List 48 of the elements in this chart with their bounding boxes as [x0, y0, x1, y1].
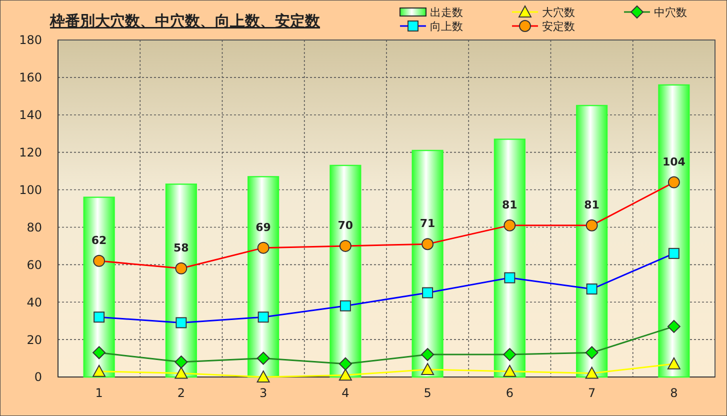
bar: [494, 138, 526, 378]
x-tick-label: 1: [95, 386, 103, 400]
x-tick-label: 8: [670, 386, 678, 400]
chart-title: 枠番別大穴数、中穴数、向上数、安定数: [49, 12, 321, 30]
x-tick-label: 4: [342, 386, 350, 400]
bar: [165, 184, 197, 378]
bar: [330, 164, 362, 378]
point: [92, 364, 106, 377]
data-label: 104: [662, 155, 686, 168]
bar: [248, 176, 280, 378]
point: [421, 363, 434, 376]
bar: [576, 104, 608, 378]
data-label: 81: [502, 198, 518, 212]
data-label: 58: [174, 241, 189, 254]
y-tick-label: 100: [19, 182, 42, 197]
bar: [412, 150, 444, 378]
point: [503, 364, 516, 377]
legend-label: 中穴数: [654, 6, 687, 19]
y-tick-label: 160: [19, 70, 42, 85]
point: [585, 366, 598, 379]
x-tick-label: 7: [588, 386, 596, 400]
x-tick-label: 6: [506, 386, 514, 400]
y-tick-label: 60: [26, 258, 42, 272]
y-tick-label: 40: [26, 295, 42, 310]
y-tick-label: 180: [19, 33, 42, 48]
data-label: 70: [338, 218, 354, 232]
point: [667, 357, 680, 370]
y-tick-label: 80: [26, 220, 42, 234]
legend-label: 向上数: [430, 20, 463, 33]
y-tick-label: 140: [19, 108, 42, 122]
legend-label: 大穴数: [542, 6, 575, 19]
legend-label: 安定数: [542, 20, 575, 33]
x-tick-label: 3: [259, 386, 268, 400]
bar: [658, 84, 690, 378]
x-tick-label: 5: [424, 386, 432, 400]
y-tick-label: 20: [26, 332, 42, 347]
point: [174, 366, 188, 379]
data-label: 69: [256, 220, 271, 234]
point: [256, 370, 270, 382]
x-tick-label: 2: [177, 386, 186, 400]
data-label: 71: [420, 217, 436, 230]
y-tick-label: 120: [19, 146, 42, 160]
bar: [83, 196, 115, 378]
data-label: 81: [584, 198, 600, 212]
y-tick-label: 0: [34, 370, 42, 384]
legend-label: 出走数: [430, 6, 463, 19]
point: [338, 368, 352, 381]
data-label: 62: [91, 234, 107, 247]
